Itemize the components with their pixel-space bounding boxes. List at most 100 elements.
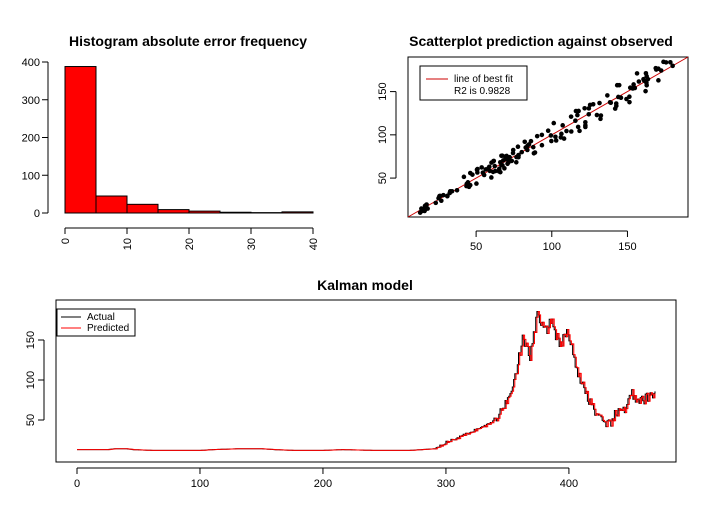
scatter-point [498, 169, 503, 175]
kalman-axes: 0 100 200 300 400 50 100 150 [25, 331, 578, 490]
scatter-point [519, 149, 525, 155]
scatter-point [661, 59, 666, 65]
scatter-point [539, 142, 545, 148]
histogram-bar [157, 209, 190, 214]
scatter-legend-r2-label: R2 is 0.9828 [454, 86, 511, 97]
scatter-legend-fit-label: line of best fit [454, 74, 513, 85]
scatter-point [515, 144, 521, 150]
kalman-y-tick-label: 150 [25, 331, 37, 349]
scatter-point [614, 82, 620, 88]
kalman-x-tick-label: 100 [191, 478, 209, 490]
scatter-point [616, 94, 621, 100]
scatter-point [474, 181, 479, 186]
scatter-point [582, 106, 587, 111]
scatter-point [553, 138, 559, 143]
histogram-title: Histogram absolute error frequency [69, 33, 307, 49]
scatter-point [645, 76, 651, 82]
scatter-point [597, 100, 602, 106]
scatter-point [564, 128, 569, 134]
scatter-point [499, 153, 504, 159]
histogram-y-tick-label: 100 [22, 170, 40, 182]
scatter-point [491, 158, 497, 164]
histogram-bar [126, 203, 159, 214]
scatter-point [433, 200, 439, 206]
scatter-point [607, 99, 613, 105]
scatter-point [636, 79, 642, 84]
kalman-x-tick-label: 300 [437, 478, 455, 490]
scatter-point [568, 129, 574, 134]
scatter-point [549, 138, 554, 144]
scatter-point [539, 132, 545, 138]
scatter-point [559, 131, 564, 137]
scatter-points [417, 59, 675, 215]
scatter-point [634, 71, 640, 76]
scatter-point [499, 162, 504, 168]
scatter-legend: line of best fit R2 is 0.9828 [419, 65, 528, 101]
scatter-point [587, 102, 593, 108]
scatter-point [545, 128, 551, 134]
scatter-point [461, 174, 467, 180]
actual-series-line [77, 311, 656, 451]
kalman-legend-predicted-label: Predicted [87, 323, 129, 334]
scatter-point [670, 63, 675, 69]
scatter-point [668, 59, 673, 65]
scatter-point [560, 123, 565, 128]
scatter-title: Scatterplot prediction against observed [409, 33, 673, 49]
kalman-panel: Kalman model 0 100 200 300 400 50 100 150 Actua… [25, 277, 677, 490]
scatter-point [522, 139, 528, 145]
scatter-point [492, 163, 498, 169]
scatter-point [465, 180, 471, 185]
scatter-point [627, 94, 632, 99]
scatter-y-tick-label: 150 [377, 82, 389, 100]
scatter-x-tick-label: 150 [618, 241, 636, 253]
histogram-bar [281, 211, 314, 214]
scatter-point [490, 169, 496, 175]
scatter-point [631, 82, 636, 87]
scatter-point [534, 133, 540, 139]
histogram-bar [95, 195, 128, 214]
scatter-point [470, 172, 475, 177]
scatter-fit-line [407, 56, 689, 218]
scatter-point [576, 108, 581, 114]
kalman-y-tick-label: 100 [25, 371, 37, 389]
scatter-point [577, 128, 582, 134]
scatter-point [423, 205, 428, 211]
scatter-y-tick-label: 100 [377, 126, 389, 144]
scatter-point [583, 124, 588, 130]
scatter-point [447, 189, 453, 194]
scatter-point [644, 80, 649, 86]
histogram-axes: 0 100 200 300 400 0 10 20 30 40 [22, 57, 320, 250]
scatter-point [505, 161, 510, 167]
scatter-point [513, 159, 519, 165]
scatter-point [568, 114, 574, 119]
scatter-point [561, 136, 567, 141]
kalman-plot-frame [55, 299, 677, 463]
kalman-x-tick-label: 0 [74, 478, 80, 490]
histogram-bar [188, 210, 221, 214]
kalman-legend-actual-label: Actual [87, 312, 115, 323]
scatter-point [548, 133, 554, 138]
kalman-legend: Actual Predicted [56, 308, 136, 337]
histogram-y-tick-label: 200 [22, 133, 40, 145]
scatter-point [656, 78, 661, 83]
scatter-panel: Scatterplot prediction against observed … [377, 33, 689, 253]
scatter-point [528, 138, 534, 144]
scatter-point [525, 143, 530, 149]
scatter-point [436, 195, 441, 201]
scatter-point [627, 99, 632, 105]
scatter-point [553, 134, 558, 140]
scatter-point [575, 112, 580, 118]
scatter-point [653, 67, 659, 72]
scatter-x-tick-label: 50 [470, 241, 482, 253]
histogram-y-tick-label: 400 [22, 57, 40, 69]
scatter-point [503, 154, 508, 160]
scatter-point [598, 113, 604, 118]
kalman-x-tick-label: 400 [560, 478, 578, 490]
histogram-x-tick-label: 30 [246, 238, 258, 250]
predicted-series-line [77, 311, 656, 451]
scatter-point [489, 175, 494, 180]
scatter-point [575, 124, 581, 130]
histogram-y-tick-label: 300 [22, 95, 40, 107]
histogram-x-tick-label: 20 [184, 238, 196, 250]
